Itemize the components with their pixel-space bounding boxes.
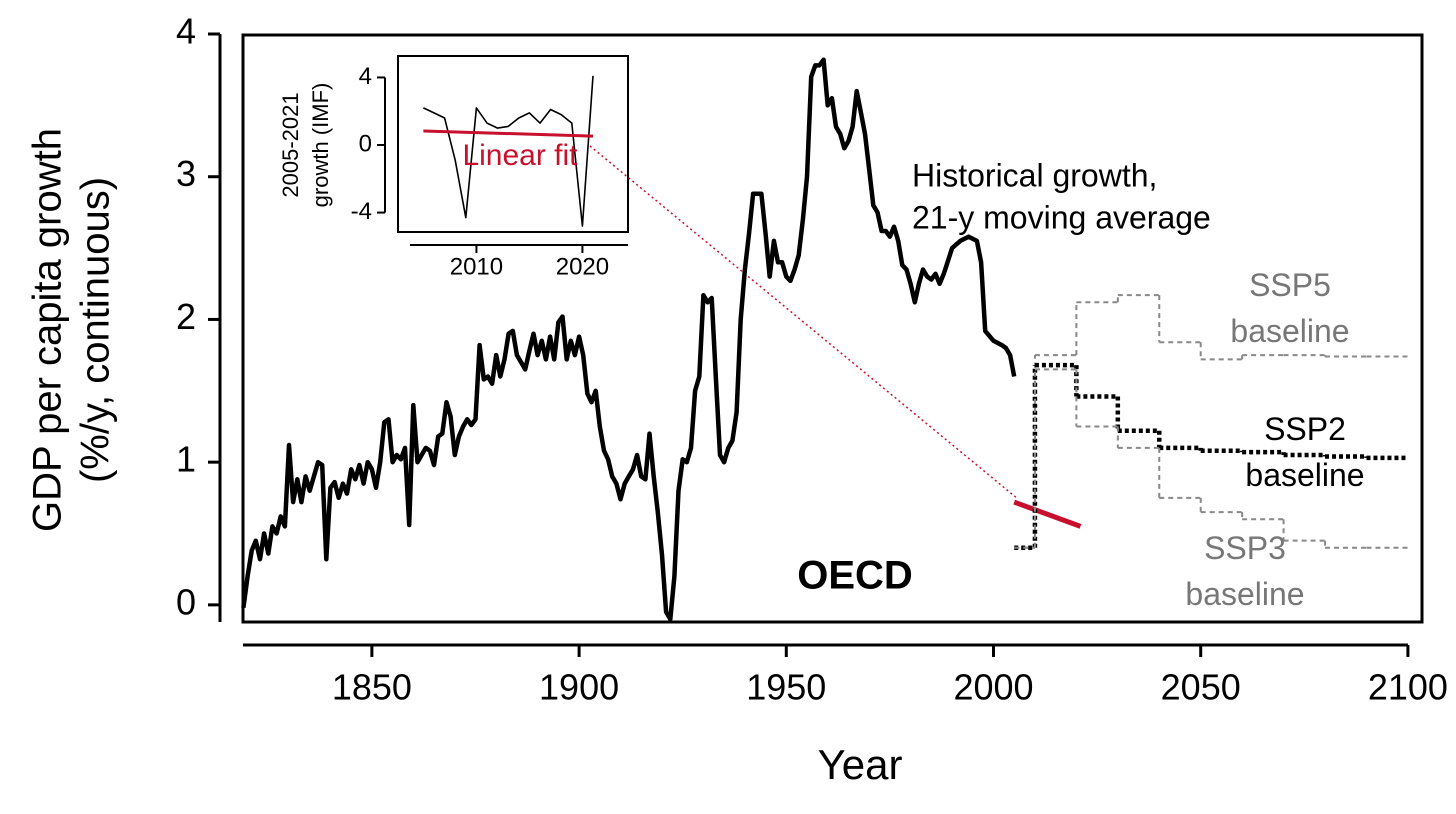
x-tick-label: 2100 [1368, 667, 1448, 708]
chart-title: OECD [797, 554, 913, 598]
series-label: SSP5 baseline [1230, 267, 1350, 349]
x-tick-label: 2050 [1161, 667, 1241, 708]
x-tick-label: 1850 [332, 667, 412, 708]
x-axis-label: Year [818, 741, 903, 788]
series-label: SSP2 baseline [1245, 411, 1365, 493]
x-tick-label: 1900 [539, 667, 619, 708]
y-tick-label: 4 [359, 63, 372, 90]
x-tick-label: 2020 [556, 253, 609, 280]
y-axis-label: GDP per capita growth [26, 128, 70, 532]
y-tick-label: 3 [176, 153, 196, 194]
y-tick-label: 1 [176, 439, 196, 480]
annotation: Historical growth, [912, 157, 1157, 193]
x-tick-label: 2000 [953, 667, 1033, 708]
inset-y-axis-label: growth (IMF) [308, 83, 333, 208]
line-series [1013, 499, 1082, 529]
series-label: Linear fit [462, 139, 578, 172]
inset-frame [397, 55, 629, 233]
series-label: SSP3 baseline [1185, 530, 1305, 612]
x-tick-label: 1950 [746, 667, 826, 708]
y-tick-label: 2 [176, 296, 196, 337]
x-tick-label: 2010 [450, 253, 503, 280]
line-series [423, 75, 594, 227]
y-tick-label: 4 [176, 11, 196, 52]
line-series [423, 129, 594, 138]
inset-y-axis-label: 2005-2021 [278, 92, 303, 197]
plot-frame [241, 33, 1424, 624]
y-tick-label: -4 [351, 198, 372, 225]
line-series [241, 57, 1017, 622]
y-axis-label: (%/y, continuous) [74, 177, 118, 483]
annotation: 21-y moving average [912, 199, 1211, 235]
y-tick-label: 0 [176, 581, 196, 622]
y-tick-label: 0 [359, 130, 372, 157]
